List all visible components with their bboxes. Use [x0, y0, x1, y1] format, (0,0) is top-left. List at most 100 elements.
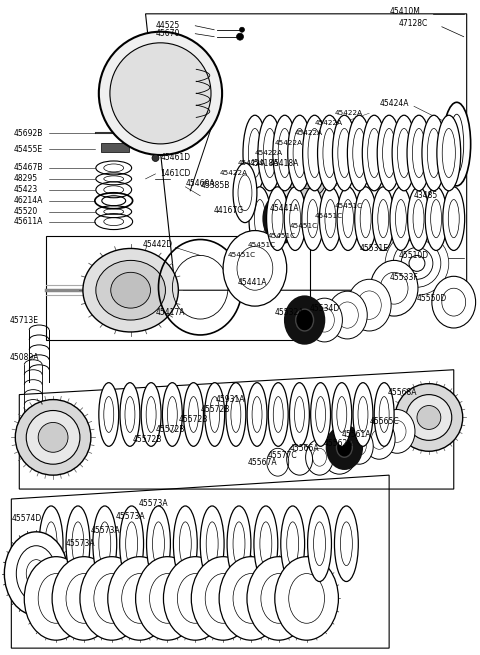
Ellipse shape [268, 383, 288, 446]
Ellipse shape [302, 115, 326, 191]
Text: 45422A: 45422A [295, 130, 323, 136]
Text: 46214A: 46214A [13, 196, 43, 205]
Text: 45561A: 45561A [341, 430, 371, 439]
Ellipse shape [370, 261, 418, 316]
Ellipse shape [311, 383, 331, 446]
Ellipse shape [237, 246, 273, 290]
Ellipse shape [233, 163, 257, 223]
Ellipse shape [407, 115, 431, 191]
Ellipse shape [293, 128, 306, 178]
Ellipse shape [338, 128, 351, 178]
Ellipse shape [261, 574, 297, 624]
Text: 45422A: 45422A [275, 140, 303, 146]
Ellipse shape [146, 506, 170, 582]
Ellipse shape [392, 115, 416, 191]
Text: 45422A: 45422A [238, 160, 266, 166]
Ellipse shape [353, 128, 366, 178]
Text: 45424A: 45424A [379, 99, 408, 108]
Ellipse shape [136, 557, 199, 640]
Ellipse shape [120, 506, 144, 582]
Ellipse shape [320, 187, 341, 250]
Ellipse shape [153, 522, 165, 566]
Ellipse shape [396, 200, 407, 238]
Bar [101, 143, 129, 152]
Ellipse shape [258, 115, 282, 191]
Ellipse shape [409, 255, 425, 271]
Ellipse shape [108, 557, 171, 640]
Ellipse shape [287, 522, 299, 566]
Text: 45574D: 45574D [12, 514, 42, 523]
Ellipse shape [38, 574, 74, 624]
Text: 45461D: 45461D [160, 153, 191, 162]
Text: 45573A: 45573A [116, 512, 145, 521]
Text: 45562A: 45562A [324, 439, 353, 448]
Ellipse shape [332, 383, 352, 446]
Ellipse shape [249, 187, 271, 250]
Ellipse shape [272, 200, 283, 238]
Text: 44167G: 44167G [213, 206, 243, 215]
Circle shape [417, 405, 441, 430]
Ellipse shape [99, 383, 119, 446]
Text: 45451C: 45451C [228, 252, 256, 259]
Ellipse shape [431, 200, 442, 238]
Ellipse shape [443, 102, 471, 186]
Ellipse shape [348, 115, 371, 191]
Ellipse shape [427, 128, 441, 178]
Ellipse shape [278, 128, 291, 178]
Ellipse shape [72, 522, 84, 566]
Ellipse shape [340, 522, 352, 566]
Ellipse shape [337, 396, 347, 432]
Ellipse shape [243, 115, 267, 191]
Ellipse shape [315, 308, 335, 332]
Text: 45532A: 45532A [275, 308, 304, 316]
Ellipse shape [173, 506, 197, 582]
Circle shape [110, 43, 211, 144]
Ellipse shape [333, 115, 356, 191]
Ellipse shape [378, 200, 389, 238]
Ellipse shape [363, 419, 395, 459]
Ellipse shape [307, 298, 342, 342]
Ellipse shape [39, 506, 63, 582]
Text: 45422A: 45422A [255, 150, 283, 156]
Circle shape [237, 33, 243, 40]
Text: 45089A: 45089A [9, 353, 39, 362]
Ellipse shape [348, 279, 391, 331]
Text: 45713E: 45713E [9, 316, 38, 324]
Ellipse shape [287, 298, 323, 342]
Ellipse shape [316, 396, 325, 432]
Ellipse shape [192, 557, 255, 640]
Ellipse shape [126, 522, 138, 566]
Text: 45467B: 45467B [13, 164, 43, 172]
Ellipse shape [383, 128, 396, 178]
Text: 45451C: 45451C [290, 223, 318, 229]
Ellipse shape [353, 383, 373, 446]
Ellipse shape [275, 557, 338, 640]
Text: 45451C: 45451C [268, 233, 296, 238]
Ellipse shape [66, 506, 90, 582]
Ellipse shape [397, 128, 410, 178]
Ellipse shape [260, 522, 272, 566]
Ellipse shape [168, 396, 177, 432]
Ellipse shape [83, 248, 179, 332]
Text: 45520: 45520 [13, 207, 37, 216]
Ellipse shape [205, 383, 225, 446]
Ellipse shape [337, 187, 359, 250]
Text: 45423: 45423 [13, 185, 37, 195]
Ellipse shape [360, 200, 371, 238]
Ellipse shape [238, 175, 252, 211]
Ellipse shape [296, 309, 313, 331]
Ellipse shape [422, 115, 446, 191]
Ellipse shape [322, 430, 357, 474]
Ellipse shape [273, 115, 297, 191]
Ellipse shape [352, 438, 366, 455]
Text: 45611A: 45611A [13, 217, 43, 226]
Ellipse shape [401, 248, 433, 279]
Ellipse shape [24, 557, 88, 640]
Text: 45565C: 45565C [369, 417, 399, 426]
Ellipse shape [104, 396, 114, 432]
Text: 45451C: 45451C [335, 202, 362, 209]
Ellipse shape [313, 522, 325, 566]
Ellipse shape [231, 396, 241, 432]
Ellipse shape [368, 128, 381, 178]
Circle shape [15, 400, 91, 475]
